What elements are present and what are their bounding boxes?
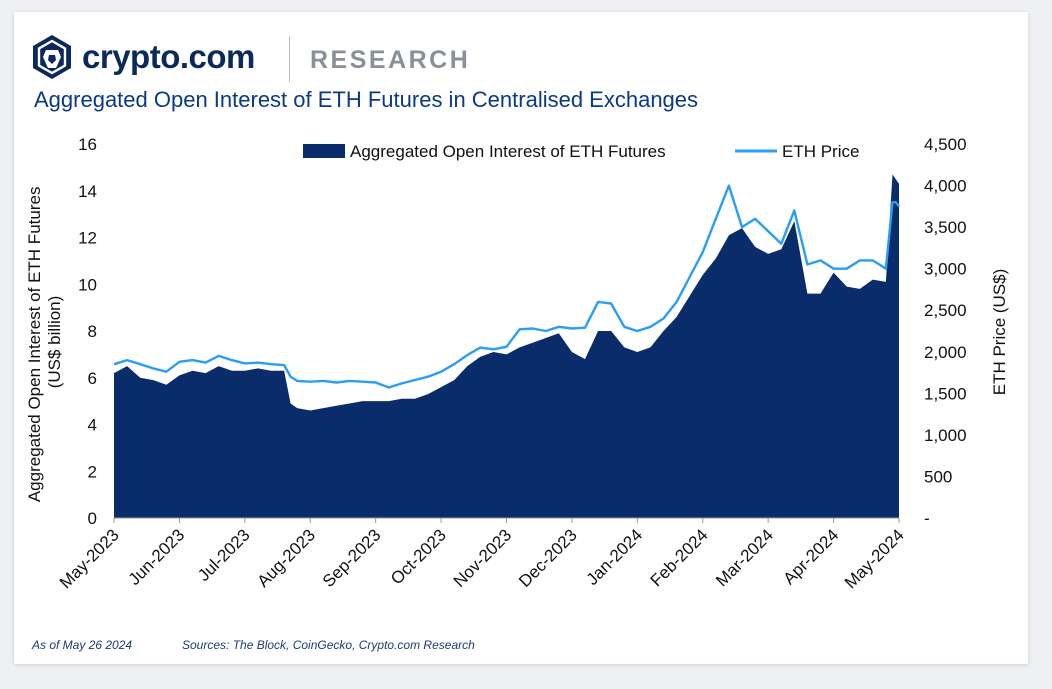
legend: Aggregated Open Interest of ETH Futures … [303, 142, 859, 161]
chart-svg: May-2023 Jun-2023 Jul-2023 Aug-2023 Sep-2023… [25, 135, 1009, 592]
x-tick-label: Aug-2023 [254, 525, 320, 591]
y2-tick-label: 3,500 [924, 218, 967, 237]
y2-tick-label: 4,000 [924, 177, 967, 196]
brand-name: crypto.com [82, 38, 255, 75]
legend-label-open-interest: Aggregated Open Interest of ETH Futures [350, 142, 666, 161]
x-tick-label: Dec-2023 [515, 525, 581, 591]
chart-card: crypto.com RESEARCH Aggregated Open Inte… [14, 12, 1028, 664]
y-tick-label: 2 [88, 462, 97, 481]
legend-swatch-open-interest [303, 144, 345, 158]
chart-title: Aggregated Open Interest of ETH Futures … [34, 87, 699, 112]
x-tick-label: Sep-2023 [319, 525, 385, 591]
y-tick-label: 10 [78, 275, 97, 294]
y-tick-label: 16 [78, 135, 97, 154]
y2-axis-title: ETH Price (US$) [990, 269, 1009, 396]
y2-tick-label: 1,000 [924, 426, 967, 445]
y-tick-label: 0 [88, 509, 97, 528]
y2-tick-label: 1,500 [924, 384, 967, 403]
x-tick-label: Jun-2023 [125, 525, 189, 589]
x-tick-label: Oct-2023 [387, 525, 450, 588]
x-tick-label: Mar-2024 [712, 525, 777, 590]
x-tick-label: May-2023 [56, 525, 123, 592]
y-axis-right: - 500 1,000 1,500 2,000 2,500 3,000 3,500 4,000 4… [924, 135, 967, 528]
y2-tick-label: - [924, 509, 930, 528]
y2-tick-label: 2,000 [924, 343, 967, 362]
x-tick-label: May-2024 [841, 525, 908, 592]
x-tick-label: Apr-2024 [780, 525, 843, 588]
y2-tick-label: 3,000 [924, 260, 967, 279]
section-label: RESEARCH [310, 46, 471, 74]
header-divider [289, 36, 290, 82]
y2-tick-label: 500 [924, 467, 952, 486]
y2-tick-label: 4,500 [924, 135, 967, 154]
series-line-eth-price [113, 184, 900, 389]
y-tick-label: 6 [88, 369, 97, 388]
x-tick-label: Nov-2023 [450, 525, 516, 591]
x-tick-label: Feb-2024 [647, 525, 712, 590]
legend-label-eth-price: ETH Price [782, 142, 859, 161]
x-axis: May-2023 Jun-2023 Jul-2023 Aug-2023 Sep-2023… [56, 518, 908, 592]
y-tick-label: 8 [88, 322, 97, 341]
y-tick-label: 14 [78, 182, 97, 201]
crypto-com-lion-logo-icon [33, 35, 71, 79]
y-tick-label: 12 [78, 229, 97, 248]
y2-tick-label: 2,500 [924, 301, 967, 320]
x-tick-label: Jul-2023 [194, 525, 254, 585]
y-tick-label: 4 [88, 416, 97, 435]
x-tick-label: Jan-2024 [583, 525, 647, 589]
footer-sources: Sources: The Block, CoinGecko, Crypto.co… [182, 638, 475, 652]
footer-as-of: As of May 26 2024 [32, 638, 133, 652]
y-axis-left: 0 2 4 6 8 10 12 14 16 [78, 135, 97, 528]
series-area-open-interest [114, 174, 899, 518]
y-axis-title: Aggregated Open Interest of ETH Futures … [25, 182, 64, 502]
